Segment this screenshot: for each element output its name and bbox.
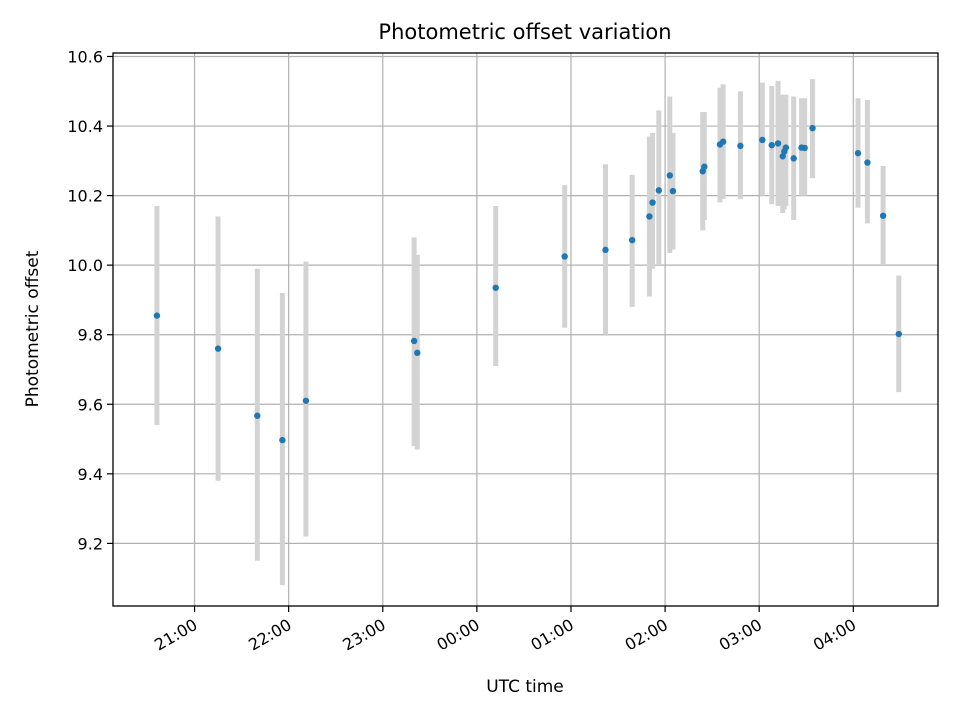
x-axis-label: UTC time xyxy=(486,677,564,697)
data-point xyxy=(701,163,708,170)
data-point xyxy=(759,136,766,144)
data-point xyxy=(646,213,653,220)
data-point xyxy=(801,144,808,152)
data-point xyxy=(414,349,421,357)
y-tick-label: 10.0 xyxy=(67,256,103,275)
data-point xyxy=(410,337,418,345)
data-point xyxy=(895,330,902,338)
data-points xyxy=(153,124,902,444)
y-axis-label: Photometric offset xyxy=(23,250,43,407)
plot-frame xyxy=(112,52,939,607)
data-point xyxy=(779,153,786,160)
data-point xyxy=(768,141,775,149)
data-point xyxy=(719,138,727,145)
data-point xyxy=(774,140,782,147)
data-point xyxy=(561,253,568,260)
y-tick-label: 9.6 xyxy=(78,395,103,414)
data-point xyxy=(879,212,887,219)
data-point xyxy=(628,236,636,244)
data-point xyxy=(790,155,797,162)
data-point xyxy=(492,284,499,291)
y-tick-label: 9.4 xyxy=(78,465,103,484)
data-point xyxy=(153,312,161,319)
y-tick-label: 10.6 xyxy=(67,47,103,66)
y-tick-label: 9.2 xyxy=(78,534,103,553)
data-point xyxy=(737,142,744,150)
chart-title: Photometric offset variation xyxy=(378,20,671,44)
data-point xyxy=(254,412,261,419)
data-point xyxy=(214,345,222,352)
y-axis-ticks: 9.2 9.4 9.6 9.8 10.0 10.2 10.4 10.6 xyxy=(67,47,113,553)
data-point xyxy=(782,144,790,151)
y-tick-label: 9.8 xyxy=(78,326,103,345)
data-point xyxy=(649,199,656,206)
y-tick-label: 10.2 xyxy=(67,187,103,206)
data-point xyxy=(666,172,673,179)
data-point xyxy=(809,124,816,132)
data-point xyxy=(279,436,286,444)
data-point xyxy=(669,187,677,195)
data-point xyxy=(602,246,609,254)
y-tick-label: 10.4 xyxy=(67,117,103,136)
data-point xyxy=(854,149,862,157)
data-point xyxy=(864,159,871,166)
data-point xyxy=(302,397,310,404)
data-point xyxy=(655,187,663,194)
